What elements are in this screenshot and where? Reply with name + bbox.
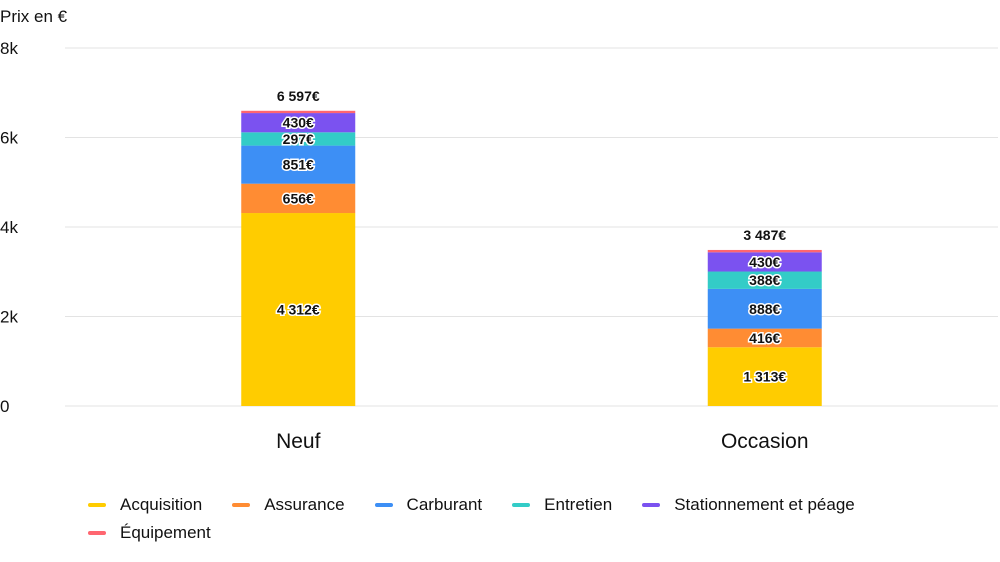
legend-swatch [232,503,251,507]
bar-segment [707,271,822,289]
bar-segment [241,183,356,214]
legend-label: Équipement [120,523,211,542]
bar-segment [707,288,822,329]
y-tick-label: 6k [0,129,18,148]
legend-label: Entretien [544,495,613,514]
legend-swatch [88,503,106,507]
y-axis-ticks: 0 2k 4k 6k 8k [0,39,18,416]
total-value-label: 3 487€ [743,227,786,243]
legend-label: Assurance [264,495,345,514]
legend-label: Stationnement et péage [674,495,855,514]
bar-stack: 1 313€ 416€ 888€ 388€ 430€ 3 487€ [707,225,822,406]
legend-swatch [88,531,106,535]
segment-value-label: 416€ [749,330,780,346]
bar-segment [707,252,822,272]
bar-segment [707,328,822,348]
legend: Acquisition Assurance Carburant Entretien St… [88,494,968,544]
bar-segment [241,113,356,133]
bar-segment [707,347,822,406]
y-axis-title: Prix en € [0,7,68,26]
bar-segment [241,132,356,146]
legend-item[interactable]: Équipement [88,522,211,544]
gridlines [65,47,998,407]
x-tick-label: Neuf [276,430,321,453]
legend-label: Carburant [406,495,483,514]
segment-value-label: 4 312€ [277,302,320,318]
segment-value-label: 430€ [749,254,780,270]
segment-value-label: 388€ [749,272,780,288]
segment-value-label: 430€ [283,115,314,131]
legend-item[interactable]: Entretien [512,494,612,516]
y-tick-label: 0 [0,397,9,416]
segment-value-label: 656€ [283,190,314,206]
bar-segment [241,145,356,184]
legend-label: Acquisition [120,495,203,514]
legend-item[interactable]: Acquisition [88,494,202,516]
legend-item[interactable]: Carburant [374,494,483,516]
y-tick-label: 8k [0,39,18,58]
legend-item[interactable]: Stationnement et péage [642,494,855,516]
x-tick-label: Occasion [721,430,809,453]
bar-stack: 4 312€ 656€ 851€ 297€430€ 6 597€ [241,86,356,406]
legend-swatch [512,503,531,507]
bar-segment [241,110,356,114]
legend-swatch [374,503,393,507]
segment-value-label: 888€ [749,301,780,317]
bar-segment [707,249,822,253]
x-axis-ticks: Neuf Occasion [276,430,808,453]
legend-item[interactable]: Assurance [232,494,345,516]
total-value-label: 6 597€ [277,88,320,104]
bar-segment [241,213,356,406]
legend-swatch [642,503,661,507]
segment-value-label: 851€ [283,157,314,173]
segment-value-label: 297€ [283,131,314,147]
bars: 4 312€656€851€297€430€6 597€1 313€416€88… [241,86,822,406]
y-tick-label: 2k [0,308,18,327]
y-tick-label: 4k [0,218,18,237]
segment-value-label: 1 313€ [743,369,786,385]
